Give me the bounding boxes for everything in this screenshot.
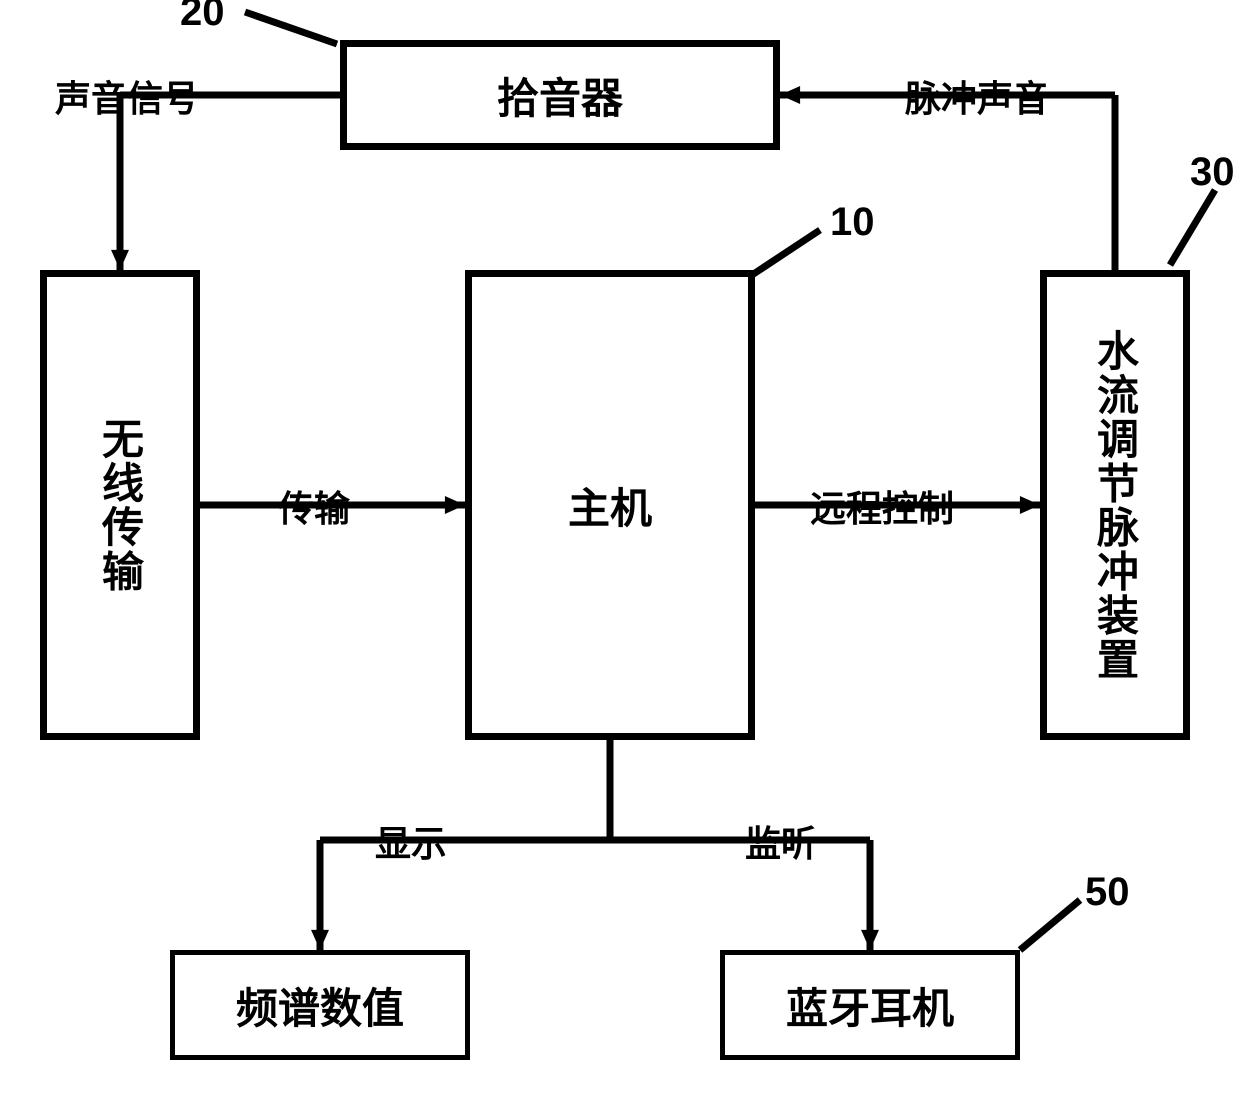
node-host-label: 主机 [568,475,652,536]
node-spectrum: 频谱数值 [170,950,470,1060]
node-host: 主机 [465,270,755,740]
node-bt-label: 蓝牙耳机 [786,975,954,1036]
ref-20: 20 [180,0,225,35]
edge-label-sound: 声音信号 [55,70,199,122]
node-bt: 蓝牙耳机 [720,950,1020,1060]
node-wireless-label: 无线传输 [90,417,151,593]
node-wireless: 无线传输 [40,270,200,740]
node-flow-label: 水流调节脉冲装置 [1085,329,1146,682]
ref-10: 10 [830,200,875,245]
ref-50: 50 [1085,870,1130,915]
node-spectrum-label: 频谱数值 [236,975,404,1036]
edge-label-remote: 远程控制 [810,480,954,532]
node-pickup: 拾音器 [340,40,780,150]
edge-label-transmit: 传输 [278,480,350,532]
edge-label-pulse: 脉冲声音 [905,70,1049,122]
edge-label-listen: 监听 [745,815,817,867]
node-pickup-label: 拾音器 [497,65,623,126]
edge-label-display: 显示 [375,815,447,867]
node-flow: 水流调节脉冲装置 [1040,270,1190,740]
ref-30: 30 [1190,150,1235,195]
